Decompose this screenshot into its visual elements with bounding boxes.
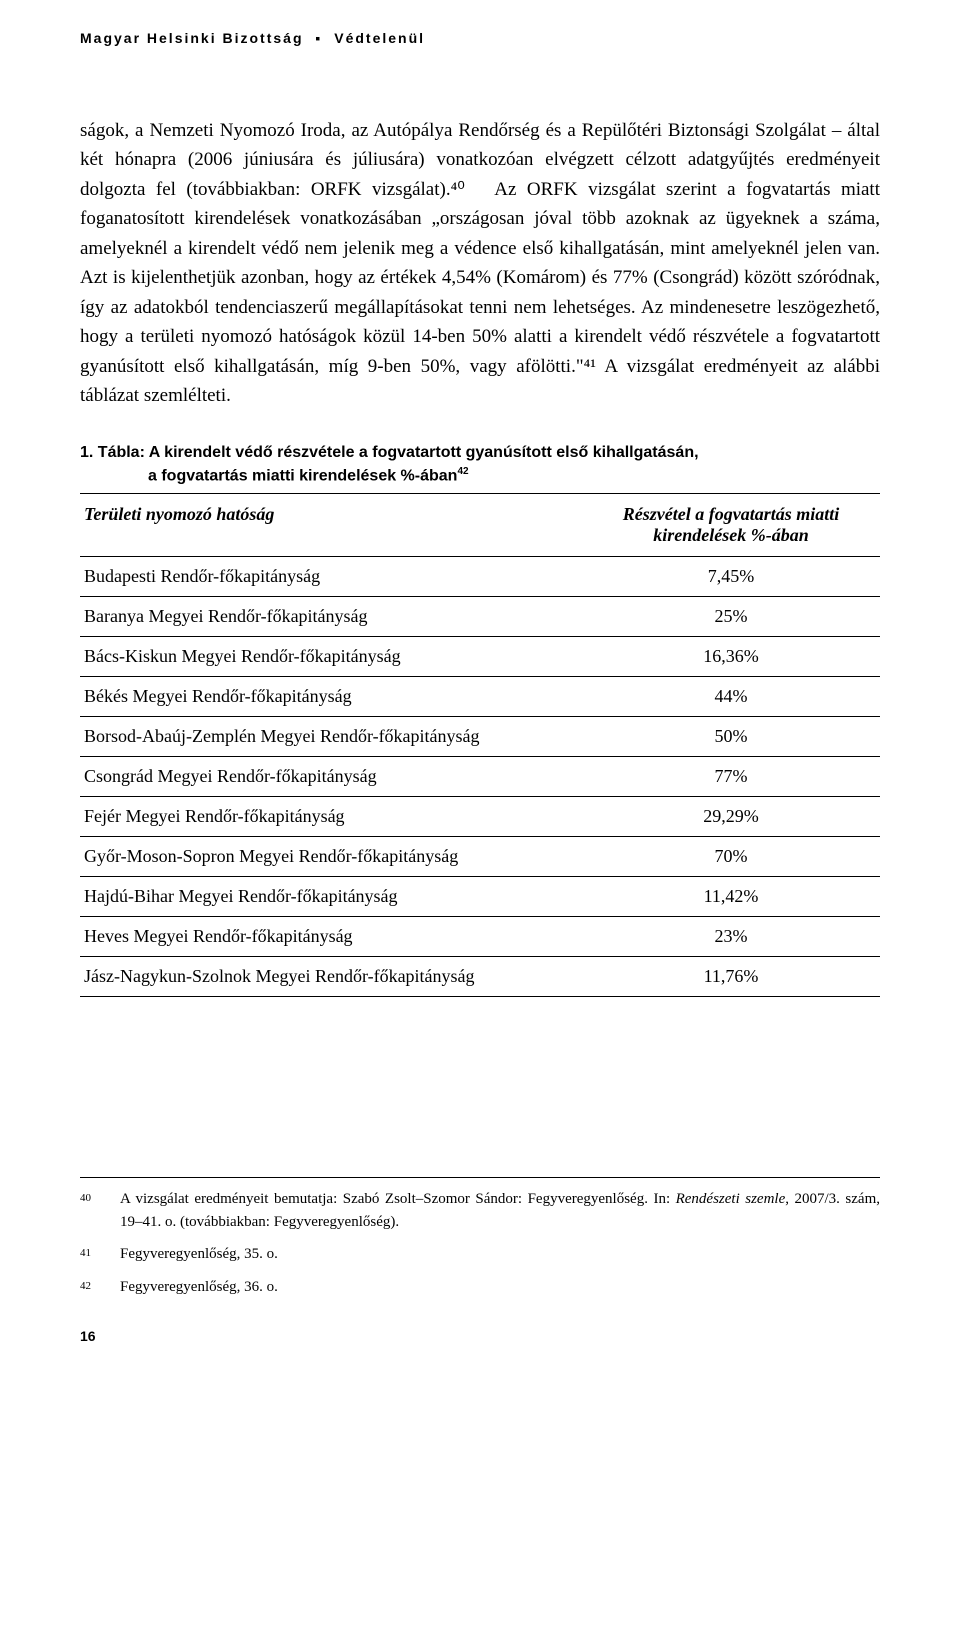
table-row: Békés Megyei Rendőr-főkapitányság44% <box>80 677 880 717</box>
page-container: Magyar Helsinki Bizottság ▪ Védtelenül s… <box>0 0 960 1374</box>
table-cell-value: 77% <box>582 757 880 797</box>
table-row: Baranya Megyei Rendőr-főkapitányság25% <box>80 597 880 637</box>
table-cell-value: 11,76% <box>582 957 880 997</box>
table-cell-value: 70% <box>582 837 880 877</box>
table-caption-sup: 42 <box>457 466 468 477</box>
table-cell-value: 11,42% <box>582 877 880 917</box>
table-cell-value: 50% <box>582 717 880 757</box>
table-cell-name: Baranya Megyei Rendőr-főkapitányság <box>80 597 582 637</box>
footnote: 41Fegyveregyenlőség, 35. o. <box>80 1243 880 1266</box>
table-cell-value: 23% <box>582 917 880 957</box>
page-header: Magyar Helsinki Bizottság ▪ Védtelenül <box>80 30 880 46</box>
table-caption-line2: a fogvatartás miatti kirendelések %-ában <box>148 467 457 484</box>
table-row: Csongrád Megyei Rendőr-főkapitányság77% <box>80 757 880 797</box>
footnote-number: 42 <box>80 1276 120 1299</box>
table-header-row: Területi nyomozó hatóság Részvétel a fog… <box>80 494 880 557</box>
table-cell-value: 16,36% <box>582 637 880 677</box>
page-number: 16 <box>80 1328 880 1344</box>
footnote-number: 41 <box>80 1243 120 1266</box>
table-row: Heves Megyei Rendőr-főkapitányság23% <box>80 917 880 957</box>
table-cell-value: 7,45% <box>582 557 880 597</box>
table-header-right: Részvétel a fogvatartás miatti kirendelé… <box>582 494 880 557</box>
footnote-text: Fegyveregyenlőség, 36. o. <box>120 1276 880 1299</box>
footnote: 40A vizsgálat eredményeit bemutatja: Sza… <box>80 1188 880 1233</box>
table-row: Fejér Megyei Rendőr-főkapitányság29,29% <box>80 797 880 837</box>
header-separator: ▪ <box>315 30 322 46</box>
table-row: Hajdú-Bihar Megyei Rendőr-főkapitányság1… <box>80 877 880 917</box>
table-cell-name: Heves Megyei Rendőr-főkapitányság <box>80 917 582 957</box>
body-paragraph: ságok, a Nemzeti Nyomozó Iroda, az Autóp… <box>80 116 880 410</box>
table-cell-value: 29,29% <box>582 797 880 837</box>
table-cell-name: Csongrád Megyei Rendőr-főkapitányság <box>80 757 582 797</box>
table-caption: 1. Tábla: A kirendelt védő részvétele a … <box>80 442 880 487</box>
header-title: Védtelenül <box>334 30 425 46</box>
table-caption-line1: 1. Tábla: A kirendelt védő részvétele a … <box>80 444 699 461</box>
table-cell-name: Bács-Kiskun Megyei Rendőr-főkapitányság <box>80 637 582 677</box>
table-cell-name: Jász-Nagykun-Szolnok Megyei Rendőr-főkap… <box>80 957 582 997</box>
footnote-number: 40 <box>80 1188 120 1233</box>
table-header-left: Területi nyomozó hatóság <box>80 494 582 557</box>
table-row: Budapesti Rendőr-főkapitányság7,45% <box>80 557 880 597</box>
table-cell-name: Győr-Moson-Sopron Megyei Rendőr-főkapitá… <box>80 837 582 877</box>
footnotes-section: 40A vizsgálat eredményeit bemutatja: Sza… <box>80 1177 880 1298</box>
table-row: Győr-Moson-Sopron Megyei Rendőr-főkapitá… <box>80 837 880 877</box>
table-cell-name: Budapesti Rendőr-főkapitányság <box>80 557 582 597</box>
table-cell-name: Borsod-Abaúj-Zemplén Megyei Rendőr-főkap… <box>80 717 582 757</box>
header-org: Magyar Helsinki Bizottság <box>80 30 304 46</box>
table-cell-value: 44% <box>582 677 880 717</box>
footnote-text: Fegyveregyenlőség, 35. o. <box>120 1243 880 1266</box>
footnote-text: A vizsgálat eredményeit bemutatja: Szabó… <box>120 1188 880 1233</box>
table-row: Borsod-Abaúj-Zemplén Megyei Rendőr-főkap… <box>80 717 880 757</box>
table-cell-name: Békés Megyei Rendőr-főkapitányság <box>80 677 582 717</box>
table-cell-value: 25% <box>582 597 880 637</box>
footnote: 42Fegyveregyenlőség, 36. o. <box>80 1276 880 1299</box>
table-row: Bács-Kiskun Megyei Rendőr-főkapitányság1… <box>80 637 880 677</box>
table-cell-name: Fejér Megyei Rendőr-főkapitányság <box>80 797 582 837</box>
table-row: Jász-Nagykun-Szolnok Megyei Rendőr-főkap… <box>80 957 880 997</box>
table-body: Budapesti Rendőr-főkapitányság7,45%Baran… <box>80 557 880 997</box>
data-table: Területi nyomozó hatóság Részvétel a fog… <box>80 493 880 997</box>
table-cell-name: Hajdú-Bihar Megyei Rendőr-főkapitányság <box>80 877 582 917</box>
